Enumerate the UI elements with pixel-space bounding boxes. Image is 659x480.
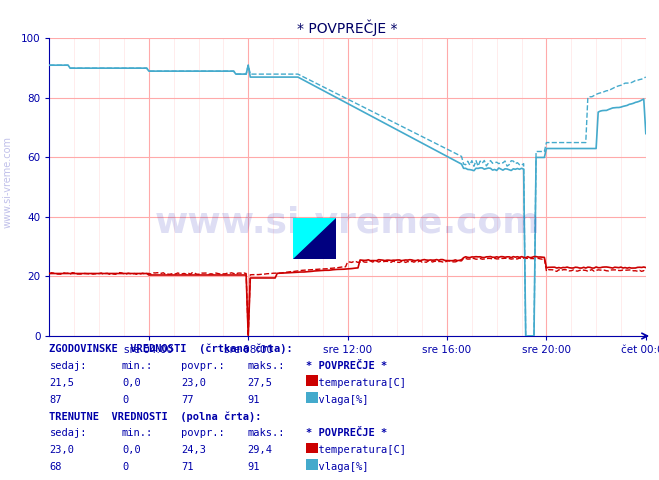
- Text: www.si-vreme.com: www.si-vreme.com: [3, 136, 13, 228]
- Text: 21,5: 21,5: [49, 378, 74, 388]
- Text: 77: 77: [181, 395, 194, 405]
- Text: min.:: min.:: [122, 428, 153, 438]
- Text: temperatura[C]: temperatura[C]: [306, 445, 407, 455]
- Text: maks.:: maks.:: [247, 428, 285, 438]
- Text: povpr.:: povpr.:: [181, 361, 225, 371]
- Text: * POVPREČJE *: * POVPREČJE *: [306, 428, 387, 438]
- Title: * POVPREČJE *: * POVPREČJE *: [297, 19, 398, 36]
- Text: 71: 71: [181, 462, 194, 472]
- Text: sedaj:: sedaj:: [49, 361, 87, 371]
- Text: 68: 68: [49, 462, 62, 472]
- Text: vlaga[%]: vlaga[%]: [306, 395, 369, 405]
- Text: 87: 87: [49, 395, 62, 405]
- Text: povpr.:: povpr.:: [181, 428, 225, 438]
- Polygon shape: [293, 218, 336, 259]
- Text: 23,0: 23,0: [181, 378, 206, 388]
- Text: 0: 0: [122, 462, 128, 472]
- Text: 24,3: 24,3: [181, 445, 206, 455]
- Text: ZGODOVINSKE  VREDNOSTI  (črtkana črta):: ZGODOVINSKE VREDNOSTI (črtkana črta):: [49, 343, 293, 354]
- Text: 27,5: 27,5: [247, 378, 272, 388]
- Text: www.si-vreme.com: www.si-vreme.com: [155, 206, 540, 240]
- Text: 91: 91: [247, 395, 260, 405]
- Text: 23,0: 23,0: [49, 445, 74, 455]
- Text: 0,0: 0,0: [122, 445, 140, 455]
- Text: 29,4: 29,4: [247, 445, 272, 455]
- Text: 0,0: 0,0: [122, 378, 140, 388]
- Text: TRENUTNE  VREDNOSTI  (polna črta):: TRENUTNE VREDNOSTI (polna črta):: [49, 411, 262, 422]
- Text: min.:: min.:: [122, 361, 153, 371]
- Polygon shape: [293, 218, 336, 259]
- Text: vlaga[%]: vlaga[%]: [306, 462, 369, 472]
- Text: * POVPREČJE *: * POVPREČJE *: [306, 361, 387, 371]
- Text: maks.:: maks.:: [247, 361, 285, 371]
- Text: sedaj:: sedaj:: [49, 428, 87, 438]
- Text: 91: 91: [247, 462, 260, 472]
- Text: 0: 0: [122, 395, 128, 405]
- Text: temperatura[C]: temperatura[C]: [306, 378, 407, 388]
